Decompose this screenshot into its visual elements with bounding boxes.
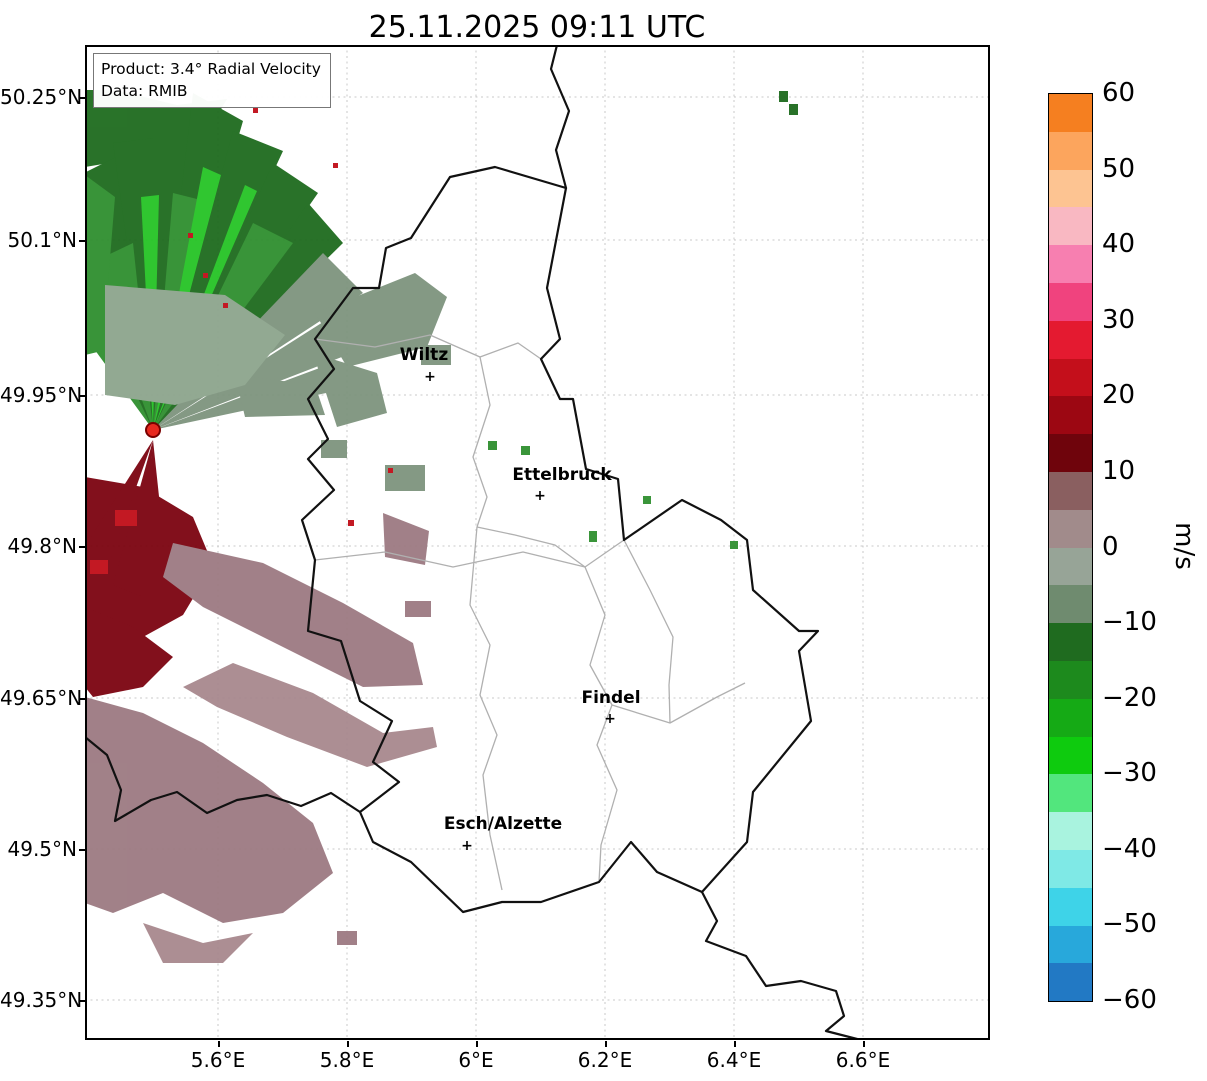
legend-source-line: Data: RMIB [101,82,188,100]
colorbar-band [1049,547,1092,586]
france-belgium-border [85,735,362,823]
colorbar-band [1049,282,1092,321]
colorbar-band [1049,660,1092,699]
radar-velocity-field [85,90,798,963]
colorbar-tick-label: −20 [1102,682,1157,713]
colorbar-tick-label: −50 [1102,909,1157,940]
luxembourg-border [300,165,820,914]
colorbar-tick-label: −30 [1102,758,1157,789]
city-marker-icon: + [424,369,436,385]
figure-title: 25.11.2025 09:11 UTC [368,10,706,45]
colorbar-tick-label: 20 [1102,380,1136,411]
plot-frame [85,45,990,1040]
x-tick-label: 6°E [458,1048,494,1072]
scattered-echoes-layer [188,91,798,549]
colorbar-tick-label: −40 [1102,833,1157,864]
near-zero-positive-layer [85,513,437,963]
map-plot: Product: 3.4° Radial Velocity Data: RMIB… [85,45,990,1040]
y-tick-label: 50.25°N [0,85,83,109]
colorbar-band [1049,131,1092,170]
colorbar-band [1049,849,1092,888]
colorbar-band [1049,358,1092,397]
y-tick-label: 49.35°N [0,988,83,1012]
y-tick-label: 49.95°N [0,383,83,407]
colorbar-band [1049,434,1092,472]
colorbar-band [1049,623,1092,661]
city-marker-icon: + [534,488,546,504]
colorbar-tick-label: −10 [1102,607,1157,638]
colorbar-band [1049,471,1092,510]
colorbar-band [1049,887,1092,926]
y-tick-mark [79,849,85,851]
legend-product-line: Product: 3.4° Radial Velocity [101,60,321,78]
colorbar-bands [1049,94,1092,1002]
x-tick-label: 5.6°E [190,1048,246,1072]
x-tick-mark [605,1041,607,1047]
colorbar [1048,93,1093,1002]
germany-belgium-border [549,45,571,190]
gridlines [85,45,990,1040]
colorbar-band [1049,94,1092,132]
colorbar-band [1049,812,1092,850]
x-tick-mark [347,1041,349,1047]
y-tick-mark [79,698,85,700]
y-tick-mark [79,395,85,397]
colorbar-tick-label: 0 [1102,531,1119,562]
colorbar-band [1049,736,1092,775]
france-germany-border [700,890,863,1040]
radar-site-marker [145,422,161,438]
colorbar-band [1049,509,1092,548]
y-tick-mark [79,97,85,99]
map-canvas [85,45,990,1040]
x-tick-label: 6.2°E [577,1048,633,1072]
velocity-away-layer [85,440,213,697]
city-label: Wiltz [399,345,449,365]
y-tick-label: 49.65°N [0,686,83,710]
colorbar-tick-label: 60 [1102,78,1136,108]
colorbar-label: m/s [1169,522,1199,570]
colorbar-tick-label: 10 [1102,455,1136,486]
x-tick-label: 5.8°E [319,1048,375,1072]
y-tick-label: 50.1°N [7,228,78,252]
city-marker-icon: + [461,838,473,854]
colorbar-tick-label: −60 [1102,985,1157,1015]
city-label: Ettelbruck [512,465,612,485]
colorbar-band [1049,169,1092,208]
x-tick-label: 6.6°E [835,1048,891,1072]
y-tick-mark [79,240,85,242]
city-marker-icon: + [604,711,616,727]
x-tick-mark [863,1041,865,1047]
district-borders [314,334,746,891]
colorbar-band [1049,207,1092,246]
country-borders [85,45,863,1040]
y-tick-mark [79,546,85,548]
colorbar-tick-label: 40 [1102,229,1136,260]
colorbar-band [1049,925,1092,964]
legend-box: Product: 3.4° Radial Velocity Data: RMIB [93,53,331,108]
colorbar-band [1049,396,1092,435]
colorbar-band [1049,774,1092,813]
colorbar-band [1049,245,1092,283]
colorbar-tick-label: 50 [1102,153,1136,184]
city-label: Esch/Alzette [443,814,563,834]
y-tick-mark [79,1000,85,1002]
city-label: Findel [581,688,641,708]
colorbar-band [1049,320,1092,359]
colorbar-band [1049,585,1092,624]
colorbar-tick-label: 30 [1102,304,1136,335]
y-tick-label: 49.8°N [7,534,78,558]
x-tick-mark [476,1041,478,1047]
x-tick-label: 6.4°E [706,1048,762,1072]
colorbar-band [1049,963,1092,1002]
y-tick-label: 49.5°N [7,837,78,861]
colorbar-band [1049,698,1092,737]
x-tick-mark [218,1041,220,1047]
x-tick-mark [734,1041,736,1047]
